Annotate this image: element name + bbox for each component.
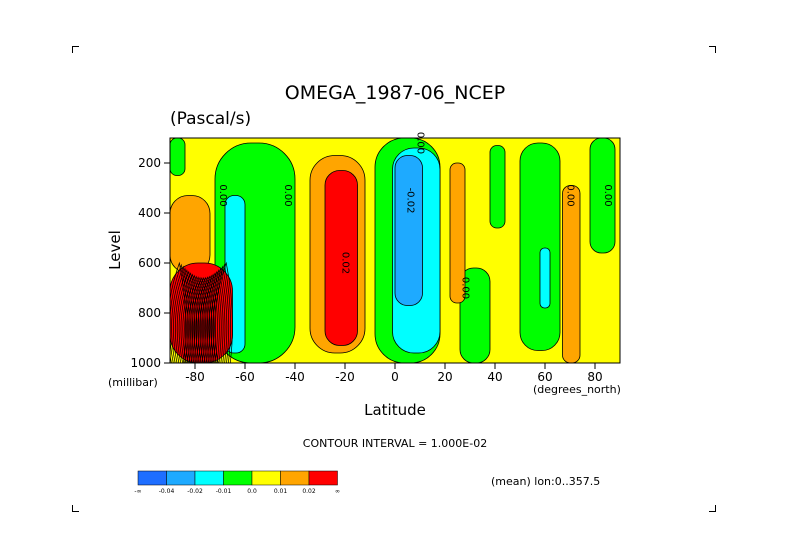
dense-contour-lines: [170, 261, 233, 363]
colorbar-swatch: [166, 470, 196, 486]
dense-contour-line: [175, 269, 194, 363]
dense-contour-line: [186, 276, 205, 363]
dense-contour-line: [180, 273, 200, 363]
contour-interval-note: CONTOUR INTERVAL = 1.000E-02: [303, 437, 487, 450]
y-tick-label: 1000: [130, 356, 161, 370]
dense-contour-line: [176, 270, 196, 363]
contour-label: 0.02: [340, 252, 351, 274]
dense-contour-line: [182, 274, 201, 363]
colorbar: -∞ -0.04 -0.02 -0.01 0.0 0.01 0.02 ∞: [134, 470, 340, 495]
contour-fill-layer: [170, 138, 620, 363]
dense-contour-line: [178, 272, 198, 363]
dense-contour-line: [205, 270, 224, 363]
x-tick-label: 80: [587, 370, 602, 384]
colorbar-label: 0.02: [302, 488, 316, 495]
x-tick-label: -40: [285, 370, 305, 384]
x-axis: -80 -60 -40 -20 0 20 40 60 80: [185, 363, 603, 384]
colorbar-label: -∞: [134, 488, 141, 495]
contour-region-4: [459, 267, 491, 363]
x-tick-label: -60: [235, 370, 255, 384]
y-axis: 200 400 600 800 1000: [130, 156, 170, 370]
contour-region-7: [589, 138, 616, 254]
dense-contour-line: [199, 274, 218, 363]
dense-contour-line: [170, 261, 186, 363]
contour-label: 0.00: [602, 184, 613, 206]
contour-region-14: [449, 162, 466, 304]
crop-mark-top-right: [709, 46, 716, 53]
colorbar-label: 0.0: [247, 488, 257, 495]
dense-contour-line: [191, 277, 211, 363]
x-tick-label: 0: [391, 370, 399, 384]
chart-units: (Pascal/s): [170, 109, 251, 129]
colorbar-swatch: [137, 470, 167, 486]
dense-contour-line: [193, 276, 213, 363]
colorbar-swatch: [308, 470, 338, 486]
colorbar-swatch: [280, 470, 310, 486]
colorbar-label: 0.01: [274, 488, 288, 495]
dense-contour-line: [170, 263, 188, 363]
colorbar-label: ∞: [335, 488, 340, 495]
y-tick-label: 400: [138, 206, 161, 220]
contour-region-5: [489, 145, 506, 229]
contour-region-11: [539, 247, 551, 309]
y-axis-label: Level: [106, 230, 124, 270]
crop-mark-bottom-right: [709, 505, 716, 512]
contour-region-12: [170, 195, 211, 274]
dense-contour-line: [210, 265, 230, 363]
x-axis-label: Latitude: [364, 401, 426, 419]
y-tick-label: 800: [138, 306, 161, 320]
dense-contour-line: [206, 269, 226, 363]
contour-label: 0.00: [565, 184, 576, 206]
x-tick-label: -20: [335, 370, 355, 384]
dense-contour-line: [173, 267, 192, 363]
colorbar-swatch: [223, 470, 253, 486]
x-tick-label: 20: [437, 370, 452, 384]
colorbar-swatch: [194, 470, 224, 486]
dense-contour-line: [188, 276, 207, 363]
contour-region-15: [562, 185, 581, 363]
dense-contour-line: [197, 275, 216, 363]
mean-note: (mean) lon:0..357.5: [491, 475, 600, 488]
colorbar-label: -0.02: [187, 488, 203, 495]
colorbar-swatch: [251, 470, 281, 486]
x-tick-label: 60: [537, 370, 552, 384]
y-tick-label: 200: [138, 156, 161, 170]
crop-mark-top-left: [72, 46, 79, 53]
dense-contour-line: [214, 261, 233, 363]
crop-marks: [72, 46, 716, 512]
crop-mark-bottom-left: [72, 505, 79, 512]
contour-label: 0.00: [217, 184, 228, 206]
dense-contour-line: [212, 263, 231, 363]
y-tick-label: 600: [138, 256, 161, 270]
contour-region-10: [394, 155, 423, 306]
dense-contour-line: [190, 277, 209, 363]
y-unit-label: (millibar): [108, 376, 158, 389]
colorbar-label: -0.04: [159, 488, 175, 495]
dense-contour-line: [201, 273, 220, 363]
chart-title: OMEGA_1987-06_NCEP: [285, 82, 505, 104]
contour-label: 0.00: [415, 132, 426, 154]
contour-region-6: [519, 142, 561, 351]
contour-region-16: [324, 170, 358, 346]
dense-contour-line: [195, 276, 215, 363]
contour-label: 0.00: [282, 184, 293, 206]
x-unit-label: (degrees_north): [533, 383, 621, 396]
contour-label: -0.02: [405, 188, 416, 214]
contour-label: 0.00: [460, 277, 471, 299]
x-tick-label: -80: [185, 370, 205, 384]
contour-region-1: [170, 138, 186, 176]
dense-contour-line: [208, 267, 228, 363]
x-tick-label: 40: [487, 370, 502, 384]
contour-labels: 0.00 0.00 0.02 0.00 -0.02 0.00 0.00 0.00: [217, 132, 613, 299]
dense-contour-line: [171, 265, 190, 363]
colorbar-label: -0.01: [216, 488, 232, 495]
dense-contour-line: [184, 275, 203, 363]
dense-contour-line: [203, 272, 222, 363]
